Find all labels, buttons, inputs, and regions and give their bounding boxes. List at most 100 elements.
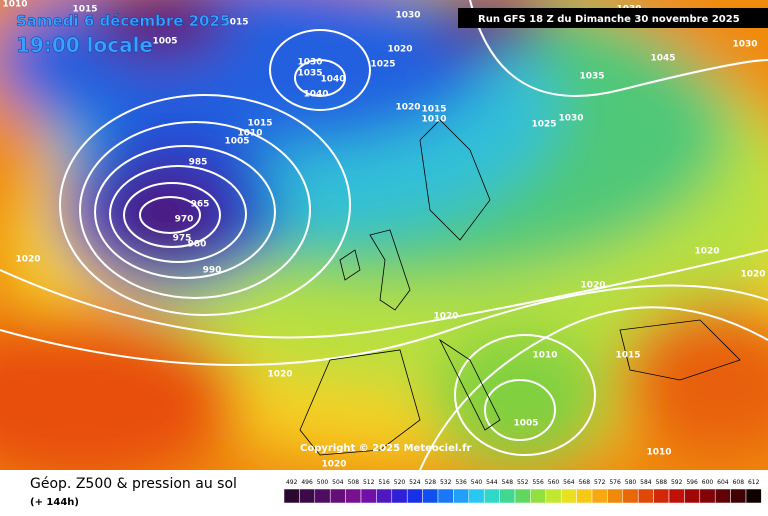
- scale-swatch: [637, 488, 654, 504]
- scale-label: 612: [748, 479, 760, 486]
- scale-label: 532: [440, 479, 452, 486]
- isobar-label: 1020: [433, 312, 458, 322]
- scale-label: 568: [579, 479, 591, 486]
- scale-swatch: [299, 488, 316, 504]
- isobar-label: 1010: [237, 129, 262, 139]
- scale-label: 608: [733, 479, 745, 486]
- scale-swatch: [699, 488, 716, 504]
- isobar-label: 1020: [740, 270, 765, 280]
- isobars: [0, 0, 768, 470]
- scale-swatch: [406, 488, 423, 504]
- isobar-label: 1025: [370, 60, 395, 70]
- scale-swatch: [745, 488, 762, 504]
- isobar-label: 1020: [580, 281, 605, 291]
- scale-swatch: [360, 488, 377, 504]
- scale-label: 516: [378, 479, 390, 486]
- isobar-label: 1030: [558, 114, 583, 124]
- isobar-label: 1035: [297, 69, 322, 79]
- isobar-label: 1040: [320, 75, 345, 85]
- scale-label: 600: [702, 479, 714, 486]
- scale-label: 500: [317, 479, 329, 486]
- scale-swatch: [514, 488, 531, 504]
- scale-label: 492: [286, 479, 298, 486]
- scale-swatch: [329, 488, 346, 504]
- scale-label: 540: [471, 479, 483, 486]
- forecast-time: 19:00 locale: [16, 33, 153, 57]
- scale-swatch: [607, 488, 624, 504]
- scale-label: 496: [301, 479, 313, 486]
- footer-title: Géop. Z500 & pression au sol: [30, 476, 237, 492]
- coastlines: [299, 119, 741, 456]
- isobar-label: 1020: [395, 103, 420, 113]
- isobar-label: 1010: [2, 0, 27, 10]
- color-scale: 492 496 500 504 508 512 516 520 524 528 532 536 540 5…: [283, 479, 762, 504]
- scale-swatch: [653, 488, 670, 504]
- isobar-label: 1020: [387, 45, 412, 55]
- forecast-date: Samedi 6 décembre 2025: [16, 12, 230, 30]
- scale-swatch: [391, 488, 408, 504]
- scale-label: 588: [656, 479, 668, 486]
- isobar-label: 990: [203, 266, 222, 276]
- scale-label: 524: [409, 479, 421, 486]
- isobar-label: 1010: [646, 448, 671, 458]
- isobar-label: 965: [191, 200, 210, 210]
- scale-swatch: [483, 488, 500, 504]
- scale-label: 528: [425, 479, 437, 486]
- isobar-label: 1045: [650, 54, 675, 64]
- isobar-label: 1015: [615, 351, 640, 361]
- scale-swatch: [453, 488, 470, 504]
- scale-swatch: [714, 488, 731, 504]
- scale-swatch: [622, 488, 639, 504]
- scale-label: 508: [348, 479, 360, 486]
- isobar-label: 1030: [395, 11, 420, 21]
- isobar-label: 1025: [531, 120, 556, 130]
- scale-label: 596: [686, 479, 698, 486]
- run-info: Run GFS 18 Z du Dimanche 30 novembre 202…: [478, 14, 740, 25]
- scale-label: 556: [532, 479, 544, 486]
- isobar-label: 1030: [297, 58, 322, 68]
- scale-swatch: [684, 488, 701, 504]
- scale-label: 584: [640, 479, 652, 486]
- scale-label: 512: [363, 479, 375, 486]
- isobar-label: 1035: [579, 72, 604, 82]
- scale-label: 504: [332, 479, 344, 486]
- scale-swatch: [468, 488, 485, 504]
- isobar-label: 1010: [532, 351, 557, 361]
- copyright: Copyright © 2025 Meteociel.fr: [300, 443, 471, 454]
- scale-swatch: [345, 488, 362, 504]
- isobar-label: 1015: [72, 5, 97, 15]
- isobar-label: 985: [189, 158, 208, 168]
- scale-swatch: [499, 488, 516, 504]
- scale-label: 552: [517, 479, 529, 486]
- scale-swatch: [576, 488, 593, 504]
- scale-label: 520: [394, 479, 406, 486]
- isobar-labels: 1010 101510051015103010201025103010351040…: [2, 0, 765, 470]
- scale-swatch: [422, 488, 439, 504]
- run-box: [458, 8, 768, 28]
- isobar-label: 1015: [247, 119, 272, 129]
- scale-swatch: [668, 488, 685, 504]
- isobar-label: 1020: [321, 460, 346, 470]
- footer-subtitle: (+ 144h): [30, 497, 79, 508]
- scale-label: 604: [717, 479, 729, 486]
- scale-label: 580: [625, 479, 637, 486]
- scale-label: 564: [563, 479, 575, 486]
- isobar-label: 1010: [421, 115, 446, 125]
- scale-label: 560: [548, 479, 560, 486]
- scale-swatch: [437, 488, 454, 504]
- scale-swatch: [314, 488, 331, 504]
- scale-label: 536: [455, 479, 467, 486]
- scale-swatch: [376, 488, 393, 504]
- scale-swatch: [530, 488, 547, 504]
- isobar-label: 1040: [303, 90, 328, 100]
- isobar-label: 1020: [694, 247, 719, 257]
- scale-label: 572: [594, 479, 606, 486]
- scale-swatch: [560, 488, 577, 504]
- isobar-label: 1005: [224, 137, 249, 147]
- scale-swatch: [591, 488, 608, 504]
- isobar-label: 1020: [15, 255, 40, 265]
- isobar-label: 975: [173, 234, 192, 244]
- isobar-label: 980: [188, 240, 207, 250]
